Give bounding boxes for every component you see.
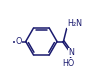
Text: H₂N: H₂N [67, 19, 82, 28]
Text: O: O [16, 37, 22, 46]
Text: HO: HO [63, 59, 75, 68]
Text: N: N [68, 48, 74, 57]
